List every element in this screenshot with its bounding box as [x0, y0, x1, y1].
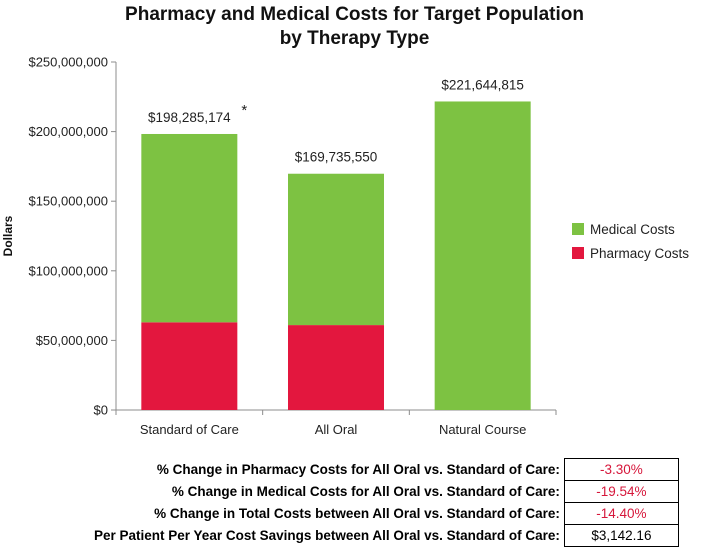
x-tick-label: Standard of Care: [140, 422, 239, 437]
bar-medical-costs: [141, 133, 238, 323]
y-axis-title: Dollars: [1, 215, 15, 256]
bar-total-label: $198,285,174: [148, 110, 231, 125]
summary-label: % Change in Pharmacy Costs for All Oral …: [156, 462, 560, 477]
y-tick-label: $100,000,000: [28, 263, 108, 278]
bar-pharmacy-costs: [288, 325, 384, 410]
summary-row: Per Patient Per Year Cost Savings betwee…: [94, 524, 679, 547]
legend-swatch: [572, 223, 584, 235]
bar-total-label: $221,644,815: [441, 77, 524, 92]
chart-area: $0 $50,000,000 $100,000,000 $150,000,000 $20…: [1, 55, 689, 438]
summary-value: -14.40%: [563, 502, 679, 525]
bar-medical-costs: [288, 173, 384, 326]
summary-label: % Change in Total Costs between All Oral…: [154, 506, 560, 521]
legend-label: Medical Costs: [590, 222, 675, 237]
summary-row: % Change in Pharmacy Costs for All Oral …: [94, 458, 679, 481]
y-tick-label: $150,000,000: [28, 194, 108, 209]
chart-title-line-1: Pharmacy and Medical Costs for Target Po…: [125, 4, 584, 25]
y-tick-label: $200,000,000: [28, 124, 108, 139]
chart-title-line-2: by Therapy Type: [279, 28, 430, 49]
summary-value: -19.54%: [563, 480, 679, 503]
x-tick-label: All Oral: [315, 422, 358, 437]
y-tick-label: $250,000,000: [28, 55, 108, 70]
x-tick-label: Natural Course: [439, 422, 526, 437]
y-tick-label: $0: [94, 403, 108, 418]
summary-label: % Change in Medical Costs for All Oral v…: [171, 484, 560, 499]
summary-row: % Change in Total Costs between All Oral…: [94, 502, 679, 525]
bar-pharmacy-costs: [141, 322, 238, 410]
bar-medical-costs: [434, 101, 531, 410]
bar-total-label: $169,735,550: [295, 150, 378, 165]
annotation-asterisk: *: [241, 102, 247, 119]
summary-table: % Change in Pharmacy Costs for All Oral …: [94, 458, 679, 547]
y-tick-label: $50,000,000: [36, 333, 108, 348]
summary-label: Per Patient Per Year Cost Savings betwee…: [94, 528, 560, 543]
summary-value: -3.30%: [563, 458, 679, 481]
summary-row: % Change in Medical Costs for All Oral v…: [94, 480, 679, 503]
summary-value: $3,142.16: [563, 524, 679, 547]
legend-swatch: [572, 247, 584, 259]
legend-label: Pharmacy Costs: [590, 246, 689, 261]
